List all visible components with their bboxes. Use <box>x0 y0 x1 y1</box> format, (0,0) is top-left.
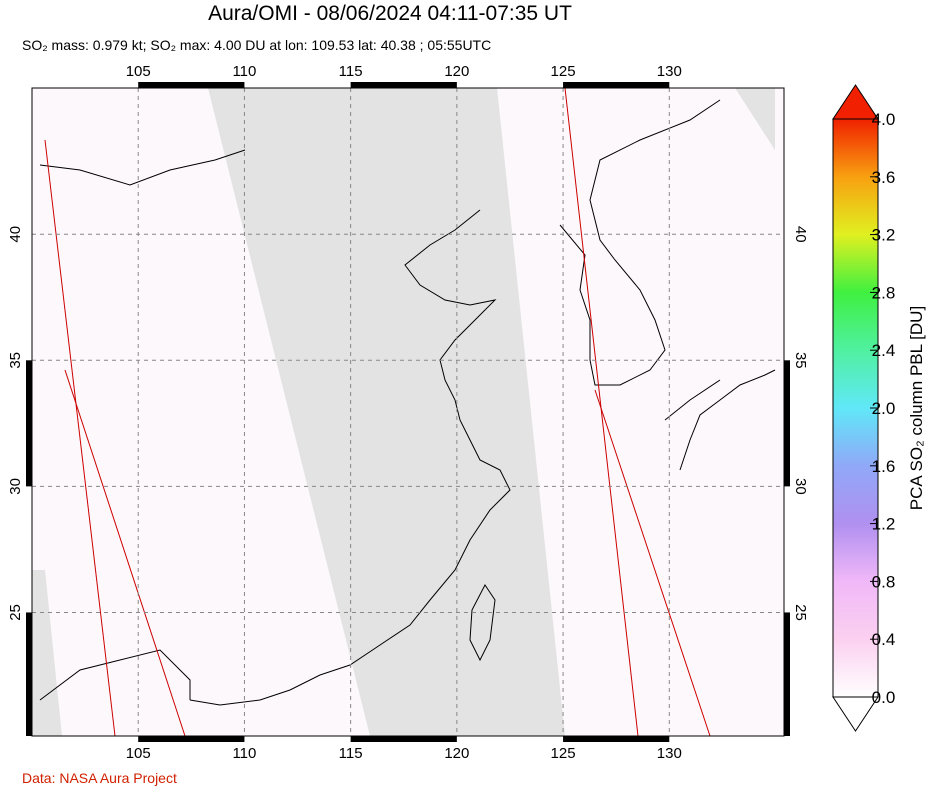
orbit-edge <box>64 369 186 737</box>
x-tick-label: 130 <box>657 745 682 762</box>
x-tick-label: 110 <box>232 63 256 80</box>
subtitle: SO₂ mass: 0.979 kt; SO₂ max: 4.00 DU at … <box>22 37 491 53</box>
map-frame <box>31 87 785 737</box>
y-tick-label: 35 <box>792 352 809 369</box>
coastline <box>39 649 191 701</box>
colorbar-tick-label: 0.8 <box>872 572 896 591</box>
border-segment <box>350 736 457 742</box>
colorbar-tick-label: 1.6 <box>872 457 896 476</box>
x-tick-label: 130 <box>657 63 682 80</box>
x-tick-label: 125 <box>551 63 576 80</box>
y-tick-label: 35 <box>7 352 24 369</box>
orbit-edge <box>564 87 639 737</box>
x-tick-label: 115 <box>339 745 363 762</box>
swath-gap <box>735 88 775 150</box>
colorbar-tick-label: 2.4 <box>872 341 896 360</box>
swath-gap <box>32 570 62 736</box>
coastline <box>559 99 721 386</box>
y-tick-label: 25 <box>792 604 809 621</box>
map-area <box>32 87 784 737</box>
x-tick-label: 125 <box>551 745 576 762</box>
coastline <box>39 149 511 706</box>
border-segment <box>138 82 245 88</box>
border-segment <box>350 82 457 88</box>
colorbar-tick-label: 2.8 <box>872 283 896 302</box>
swath-gap <box>208 88 565 736</box>
coastline <box>664 369 776 471</box>
colorbar-tick-label: 3.6 <box>872 168 896 187</box>
colorbar-tick-label: 2.0 <box>872 399 896 418</box>
border-segment <box>784 612 790 736</box>
y-tick-label: 25 <box>7 604 24 621</box>
border-segment <box>26 612 32 736</box>
colorbar-tick-label: 4.0 <box>872 110 896 129</box>
y-tick-label: 40 <box>7 226 24 243</box>
border-segment <box>784 360 790 487</box>
y-tick-label: 30 <box>7 478 24 495</box>
colorbar-tick-label: 1.2 <box>872 515 896 534</box>
x-tick-label: 105 <box>126 63 151 80</box>
orbit-edge <box>44 139 116 737</box>
x-tick-label: 110 <box>232 745 256 762</box>
colorbar-label: PCA SO₂ column PBL [DU] <box>907 306 926 510</box>
border-segment <box>563 82 670 88</box>
x-tick-label: 120 <box>444 63 469 80</box>
orbit-edge <box>594 389 711 737</box>
border-segment <box>26 360 32 487</box>
colorbar-tick-label: 3.2 <box>872 226 896 245</box>
x-tick-label: 115 <box>339 63 363 80</box>
colorbar-cap <box>832 84 879 120</box>
colorbar-tick-label: 0.4 <box>872 630 896 649</box>
footer: Data: NASA Aura Project <box>22 770 177 786</box>
y-tick-label: 40 <box>792 226 809 243</box>
coastline <box>469 584 496 662</box>
y-tick-label: 30 <box>792 478 809 495</box>
border-segment <box>138 736 245 742</box>
x-tick-label: 120 <box>444 745 469 762</box>
title: Aura/OMI - 08/06/2024 04:11-07:35 UT <box>208 2 572 25</box>
colorbar-tick-label: 0.0 <box>872 688 896 707</box>
colorbar-cap <box>832 696 879 732</box>
x-tick-label: 105 <box>126 745 151 762</box>
border-segment <box>563 736 670 742</box>
